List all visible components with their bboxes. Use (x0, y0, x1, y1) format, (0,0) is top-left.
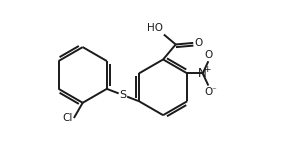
Text: +: + (203, 65, 210, 74)
Text: O: O (204, 87, 213, 97)
Text: N: N (198, 67, 207, 80)
Text: Cl: Cl (62, 113, 72, 123)
Text: S: S (119, 90, 127, 100)
Text: O: O (194, 38, 203, 48)
Text: ⁻: ⁻ (212, 87, 216, 96)
Text: HO: HO (147, 24, 163, 33)
Text: O: O (204, 50, 213, 60)
